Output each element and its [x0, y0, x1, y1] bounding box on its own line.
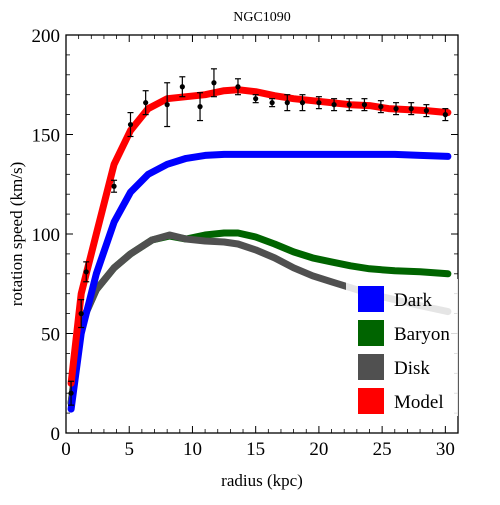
- data-point: [179, 76, 186, 98]
- data-marker: [211, 80, 217, 86]
- data-marker: [68, 390, 74, 396]
- data-point: [299, 94, 306, 112]
- data-point: [234, 78, 241, 96]
- y-tick-label: 0: [51, 424, 61, 445]
- y-tick-label: 50: [41, 325, 60, 346]
- y-tick-label: 150: [32, 126, 61, 147]
- data-marker: [423, 108, 429, 114]
- data-marker: [361, 102, 368, 108]
- data-marker: [179, 84, 185, 90]
- data-point: [423, 104, 430, 118]
- x-tick-label: 30: [436, 439, 455, 460]
- x-tick-label: 5: [124, 439, 134, 460]
- data-point: [197, 92, 204, 122]
- data-marker: [393, 106, 399, 112]
- data-point: [78, 299, 85, 329]
- data-marker: [378, 104, 384, 110]
- y-axis-label: rotation speed (km/s): [7, 162, 26, 306]
- axes: 0 5 10 15 20 25 30 0 50 100 150 200: [32, 26, 459, 460]
- x-tick-label: 15: [246, 439, 265, 460]
- data-point: [408, 102, 415, 116]
- data-point: [111, 179, 118, 193]
- x-tick-label: 10: [183, 439, 202, 460]
- data-point: [315, 96, 322, 110]
- x-tick-label: 0: [61, 439, 71, 460]
- chart-title: NGC1090: [233, 10, 291, 25]
- legend-label-dark: Dark: [394, 290, 432, 311]
- y-tick-label: 200: [32, 26, 61, 47]
- data-point: [269, 98, 276, 108]
- data-marker: [197, 104, 203, 110]
- observed-data-points: [68, 68, 449, 406]
- data-marker: [253, 96, 259, 102]
- data-marker: [78, 311, 84, 317]
- data-point: [83, 261, 90, 283]
- data-point: [442, 108, 449, 122]
- data-marker: [127, 121, 134, 128]
- data-marker: [331, 102, 337, 108]
- data-point: [68, 380, 75, 406]
- data-point: [164, 82, 171, 128]
- data-marker: [442, 112, 448, 118]
- data-marker: [408, 106, 414, 112]
- data-marker: [83, 269, 89, 275]
- x-axis-label: radius (kpc): [221, 471, 303, 490]
- data-point: [346, 98, 353, 112]
- data-point: [142, 90, 149, 116]
- data-marker: [235, 84, 241, 90]
- legend-swatch-dark: [358, 286, 384, 312]
- series-line-dark: [67, 150, 452, 413]
- data-point: [361, 98, 368, 112]
- data-marker: [164, 102, 170, 108]
- legend: Dark Baryon Disk Model: [346, 279, 458, 416]
- x-tick-label: 20: [309, 439, 328, 460]
- data-point: [377, 100, 384, 114]
- legend-label-model: Model: [394, 392, 444, 413]
- data-marker: [269, 100, 275, 106]
- legend-swatch-baryon: [358, 320, 384, 346]
- data-point: [331, 98, 338, 112]
- data-point: [127, 112, 134, 138]
- data-marker: [346, 102, 352, 108]
- legend-swatch-model: [358, 388, 384, 414]
- series-lines: [67, 86, 452, 413]
- legend-label-disk: Disk: [394, 358, 430, 379]
- x-tick-label: 25: [373, 439, 392, 460]
- data-point: [252, 94, 259, 104]
- data-marker: [316, 100, 322, 106]
- data-marker: [284, 100, 290, 106]
- data-point: [284, 94, 291, 112]
- data-point: [393, 102, 400, 116]
- data-marker: [111, 183, 117, 189]
- data-point: [210, 68, 217, 98]
- data-marker: [143, 100, 149, 106]
- data-marker: [299, 100, 306, 106]
- legend-label-baryon: Baryon: [394, 324, 450, 345]
- legend-swatch-disk: [358, 354, 384, 380]
- y-tick-label: 100: [32, 225, 61, 246]
